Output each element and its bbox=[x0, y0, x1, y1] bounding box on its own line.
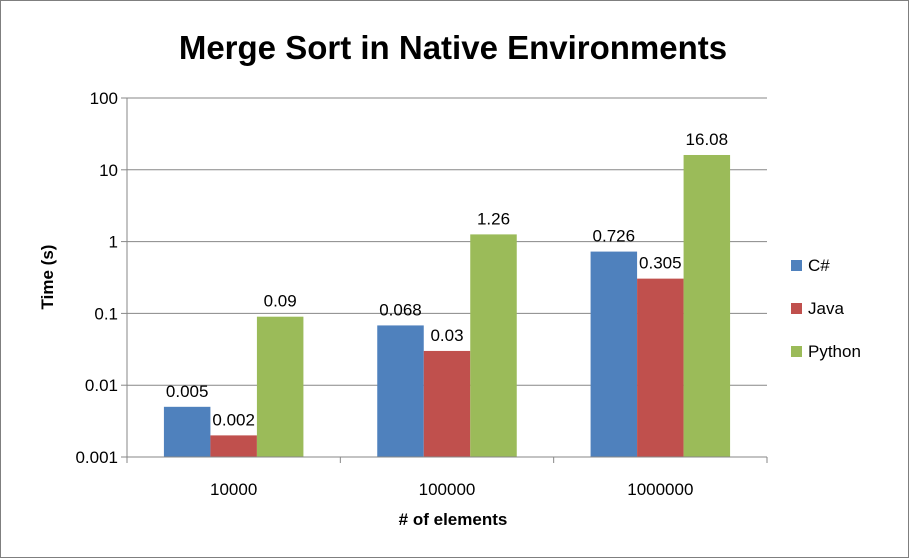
data-label: 1.26 bbox=[477, 209, 510, 228]
legend-swatch bbox=[791, 346, 802, 357]
axis-layer: 0.001 0.01 0.1 1 10 100 10000 100000 1000000 bbox=[75, 89, 768, 499]
bar-c-1000000 bbox=[590, 251, 638, 457]
y-tick-label: 0.001 bbox=[75, 448, 118, 467]
x-tick-label: 1000000 bbox=[627, 480, 693, 499]
bar-c-10000 bbox=[163, 406, 211, 457]
bar-java-100000 bbox=[423, 350, 471, 457]
bar-python-100000 bbox=[470, 234, 517, 457]
legend: C# Java Python bbox=[791, 256, 861, 361]
y-tick-label: 1 bbox=[109, 233, 118, 252]
y-tick-label: 100 bbox=[90, 89, 118, 108]
x-axis-title: # of elements bbox=[399, 510, 508, 529]
data-label: 16.08 bbox=[686, 130, 729, 149]
data-label: 0.005 bbox=[166, 382, 209, 401]
bar-java-1000000 bbox=[637, 278, 684, 457]
x-tick-label: 10000 bbox=[210, 480, 257, 499]
bar-python-10000 bbox=[256, 316, 304, 457]
y-tick-label: 0.01 bbox=[85, 376, 118, 395]
data-label: 0.068 bbox=[379, 300, 422, 319]
data-label: 0.726 bbox=[593, 227, 636, 246]
bar-c-100000 bbox=[377, 325, 424, 457]
bars-layer bbox=[163, 154, 731, 458]
y-tick-label: 0.1 bbox=[94, 304, 118, 323]
x-tick-label: 100000 bbox=[419, 480, 476, 499]
bar-java-10000 bbox=[210, 435, 257, 457]
data-label: 0.305 bbox=[639, 254, 682, 273]
legend-label: Python bbox=[808, 342, 861, 361]
legend-swatch bbox=[791, 260, 802, 271]
legend-label: C# bbox=[808, 256, 830, 275]
data-label: 0.09 bbox=[264, 292, 297, 311]
data-label: 0.03 bbox=[430, 326, 463, 345]
chart-title: Merge Sort in Native Environments bbox=[179, 29, 727, 66]
y-axis-title: Time (s) bbox=[38, 245, 57, 310]
data-label: 0.002 bbox=[212, 410, 255, 429]
y-tick-label: 10 bbox=[99, 161, 118, 180]
bar-python-1000000 bbox=[683, 154, 731, 458]
legend-label: Java bbox=[808, 299, 844, 318]
legend-swatch bbox=[791, 303, 802, 314]
